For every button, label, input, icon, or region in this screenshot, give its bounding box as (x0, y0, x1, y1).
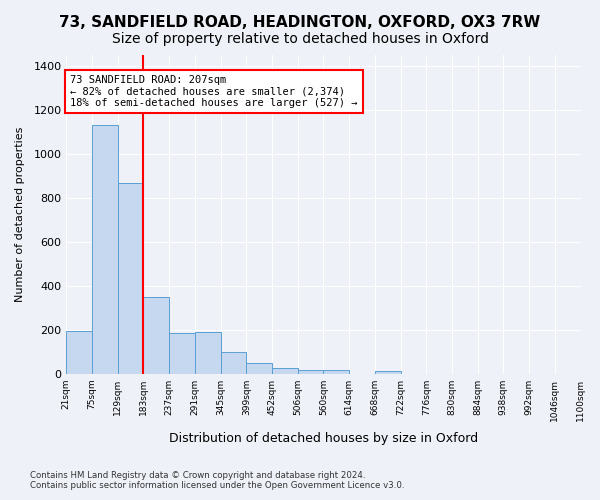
Text: 73, SANDFIELD ROAD, HEADINGTON, OXFORD, OX3 7RW: 73, SANDFIELD ROAD, HEADINGTON, OXFORD, … (59, 15, 541, 30)
Y-axis label: Number of detached properties: Number of detached properties (15, 127, 25, 302)
X-axis label: Distribution of detached houses by size in Oxford: Distribution of detached houses by size … (169, 432, 478, 445)
Bar (246, 363, 272, 374)
Bar (67, 331, 92, 374)
Bar (323, 370, 349, 374)
Bar (298, 370, 323, 374)
Bar (143, 297, 169, 374)
Bar (169, 333, 195, 374)
Text: Size of property relative to detached houses in Oxford: Size of property relative to detached ho… (112, 32, 488, 46)
Text: 73 SANDFIELD ROAD: 207sqm
← 82% of detached houses are smaller (2,374)
18% of se: 73 SANDFIELD ROAD: 207sqm ← 82% of detac… (70, 75, 358, 108)
Bar (195, 332, 221, 374)
Text: Contains HM Land Registry data © Crown copyright and database right 2024.
Contai: Contains HM Land Registry data © Crown c… (30, 470, 404, 490)
Bar (221, 352, 246, 374)
Bar (375, 370, 401, 374)
Bar (118, 182, 143, 374)
Bar (92, 126, 118, 374)
Bar (272, 368, 298, 374)
